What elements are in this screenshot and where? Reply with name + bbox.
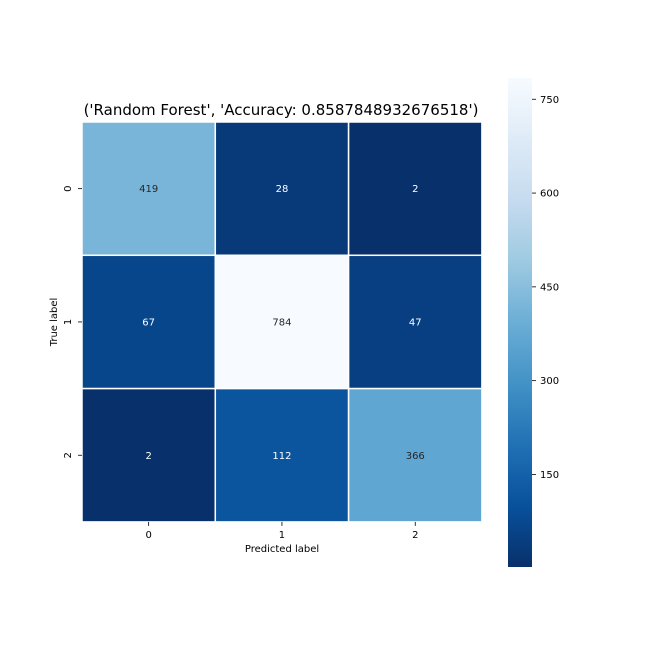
heatmap-cell-labels: 419 28 2 67 784 47 2 112 366 [139, 184, 425, 462]
x-tick-label: 0 [145, 530, 151, 541]
colorbar-tick-label: 450 [540, 282, 559, 293]
heatmap-cells [81, 121, 483, 523]
colorbar-tick-label: 300 [540, 376, 559, 387]
cell-value-r1-c0: 67 [142, 317, 155, 328]
cell-value-r0-c2: 2 [412, 184, 418, 195]
y-tick-label: 2 [63, 452, 74, 458]
y-axis-label: True label [49, 298, 60, 348]
colorbar-ticks: 150 300 450 600 750 [532, 95, 559, 481]
cell-value-r0-c1: 28 [276, 184, 289, 195]
x-axis: 0 1 2 [145, 521, 418, 541]
heatmap-cell-r1-c0 [81, 254, 217, 390]
x-tick-label: 1 [279, 530, 285, 541]
y-axis: 0 1 2 [63, 185, 82, 458]
x-axis-label: Predicted label [245, 544, 319, 555]
colorbar [508, 78, 532, 567]
chart-title: ('Random Forest', 'Accuracy: 0.858784893… [84, 101, 479, 119]
colorbar-tick-label: 150 [540, 470, 559, 481]
heatmap-cell-r1-c1 [214, 254, 350, 390]
cell-value-r1-c2: 47 [409, 317, 422, 328]
colorbar-tick-label: 600 [540, 189, 559, 200]
colorbar-tick-label: 750 [540, 95, 559, 106]
heatmap-cell-r1-c2 [347, 254, 483, 390]
cell-value-r0-c0: 419 [139, 184, 158, 195]
cell-value-r1-c1: 784 [272, 317, 291, 328]
y-tick-label: 1 [63, 319, 74, 325]
y-tick-label: 0 [63, 185, 74, 191]
heatmap-cell-r0-c2 [347, 121, 483, 257]
cell-value-r2-c2: 366 [406, 451, 425, 462]
cell-value-r2-c0: 2 [145, 451, 151, 462]
heatmap-cell-r0-c0 [81, 121, 217, 257]
heatmap-cell-r0-c1 [214, 121, 350, 257]
x-tick-label: 2 [412, 530, 418, 541]
heatmap-cell-r2-c1 [214, 387, 350, 523]
cell-value-r2-c1: 112 [272, 451, 291, 462]
